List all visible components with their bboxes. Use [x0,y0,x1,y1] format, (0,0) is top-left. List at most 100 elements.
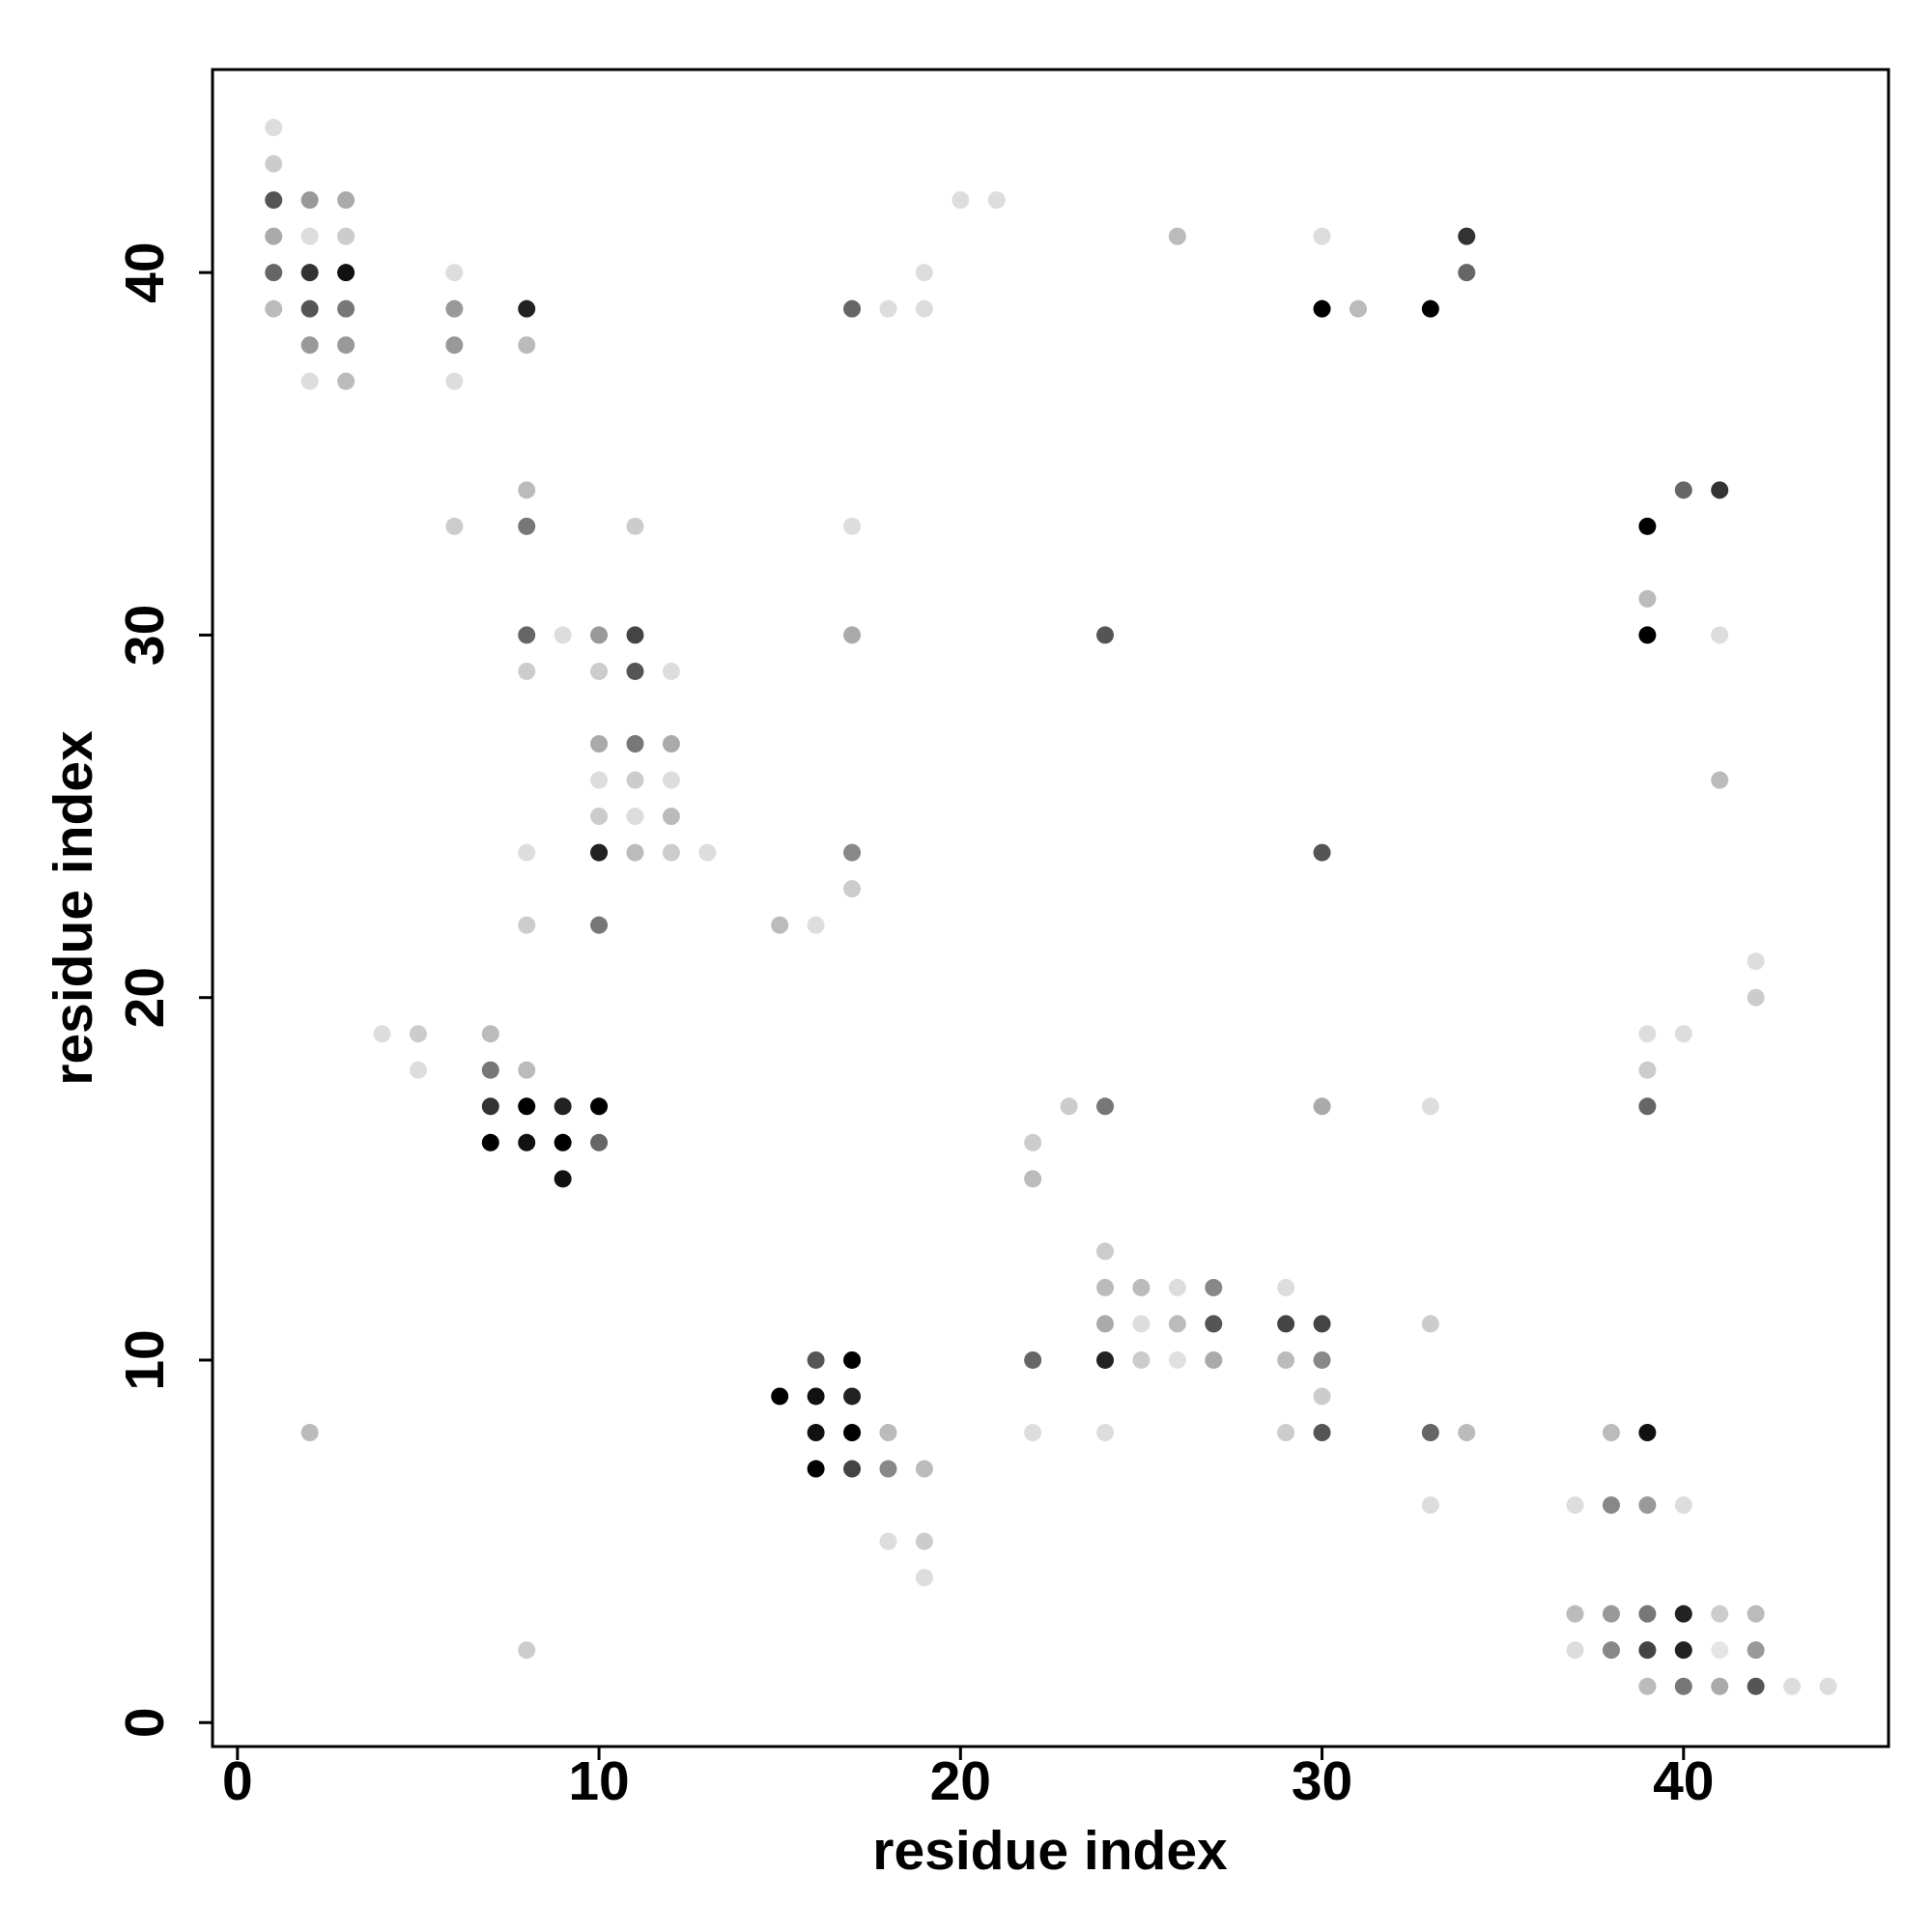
y-axis-label: residue index [43,730,104,1086]
point [771,1387,789,1406]
point [1638,1424,1657,1442]
point [1024,1424,1042,1442]
point [807,1350,825,1369]
point [518,843,536,862]
point [1421,1097,1439,1116]
y-tick-label: 0 [114,1707,176,1738]
point [1674,1025,1692,1043]
point [300,299,319,318]
point [1421,1315,1439,1333]
point [1638,1061,1657,1079]
point [554,1097,572,1116]
point [1711,626,1729,644]
point [300,1424,319,1442]
y-tick-label: 20 [114,967,176,1028]
point [1638,1025,1657,1043]
point [590,916,609,934]
point [1132,1278,1151,1296]
point [445,372,464,390]
point [590,843,609,862]
point [300,227,319,245]
point [265,299,283,318]
point [590,1097,609,1116]
x-tick-label: 40 [1653,1750,1714,1812]
point [879,1424,897,1442]
point [662,771,680,789]
point [1024,1170,1042,1188]
point [518,1097,536,1116]
point [1566,1605,1584,1623]
point [879,1532,897,1550]
point [626,517,644,535]
point [590,626,609,644]
point [626,808,644,826]
point [1313,227,1331,245]
point [1313,1097,1331,1116]
point [518,336,536,355]
point [1638,1677,1657,1695]
point [590,808,609,826]
point [1096,1242,1115,1261]
point [915,1532,933,1550]
point [337,227,355,245]
plot-frame [211,68,1890,1748]
point [1277,1278,1295,1296]
point [409,1025,427,1043]
point [626,626,644,644]
point [481,1133,499,1151]
point [1168,1315,1186,1333]
point [518,299,536,318]
x-tick-label: 20 [930,1750,991,1812]
point [1132,1315,1151,1333]
point [554,1170,572,1188]
point [843,299,862,318]
point [626,843,644,862]
point [1096,626,1115,644]
point [1711,1605,1729,1623]
point [300,372,319,390]
point [337,336,355,355]
point [1313,843,1331,862]
point [1096,1278,1115,1296]
point [518,626,536,644]
point [590,662,609,680]
point [265,155,283,173]
point [843,880,862,898]
point [1277,1424,1295,1442]
point [1819,1677,1837,1695]
x-tick-label: 10 [568,1750,629,1812]
point [1674,1605,1692,1623]
point [590,771,609,789]
point [1747,1677,1765,1695]
point [626,735,644,753]
point [1277,1350,1295,1369]
point [1638,1097,1657,1116]
point [445,299,464,318]
point [879,299,897,318]
point [1566,1641,1584,1660]
point [1602,1641,1620,1660]
point [1602,1496,1620,1515]
point [518,517,536,535]
point [1421,299,1439,318]
point [1096,1315,1115,1333]
point [1168,1278,1186,1296]
point [807,1424,825,1442]
point [481,1025,499,1043]
point [445,336,464,355]
x-axis-label: residue index [872,1820,1228,1882]
x-tick-label: 0 [222,1750,253,1812]
point [445,517,464,535]
point [1060,1097,1078,1116]
point [1024,1350,1042,1369]
point [1674,1677,1692,1695]
point [807,916,825,934]
point [1313,1315,1331,1333]
point [337,372,355,390]
point [843,1424,862,1442]
point [1421,1496,1439,1515]
point [879,1460,897,1478]
point [1205,1278,1223,1296]
point [265,227,283,245]
